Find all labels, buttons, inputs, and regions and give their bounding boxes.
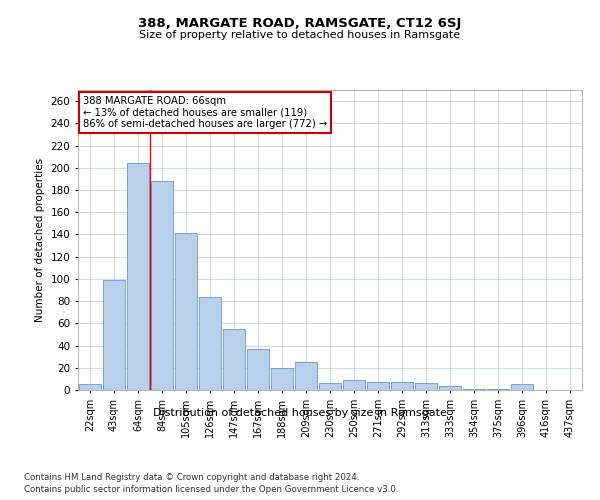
Bar — [247, 349, 269, 390]
Bar — [343, 380, 365, 390]
Bar — [79, 384, 101, 390]
Bar — [391, 382, 413, 390]
Bar — [271, 368, 293, 390]
Bar — [223, 329, 245, 390]
Text: Contains public sector information licensed under the Open Government Licence v3: Contains public sector information licen… — [24, 485, 398, 494]
Bar — [415, 384, 437, 390]
Bar — [319, 384, 341, 390]
Bar — [295, 362, 317, 390]
Bar — [463, 389, 485, 390]
Bar — [367, 382, 389, 390]
Bar — [127, 164, 149, 390]
Bar — [175, 234, 197, 390]
Text: Distribution of detached houses by size in Ramsgate: Distribution of detached houses by size … — [153, 408, 447, 418]
Bar — [439, 386, 461, 390]
Bar — [103, 280, 125, 390]
Text: 388, MARGATE ROAD, RAMSGATE, CT12 6SJ: 388, MARGATE ROAD, RAMSGATE, CT12 6SJ — [139, 18, 461, 30]
Text: Contains HM Land Registry data © Crown copyright and database right 2024.: Contains HM Land Registry data © Crown c… — [24, 472, 359, 482]
Y-axis label: Number of detached properties: Number of detached properties — [35, 158, 45, 322]
Bar — [199, 296, 221, 390]
Bar — [151, 181, 173, 390]
Text: Size of property relative to detached houses in Ramsgate: Size of property relative to detached ho… — [139, 30, 461, 40]
Text: 388 MARGATE ROAD: 66sqm
← 13% of detached houses are smaller (119)
86% of semi-d: 388 MARGATE ROAD: 66sqm ← 13% of detache… — [83, 96, 327, 129]
Bar — [511, 384, 533, 390]
Bar — [487, 389, 509, 390]
